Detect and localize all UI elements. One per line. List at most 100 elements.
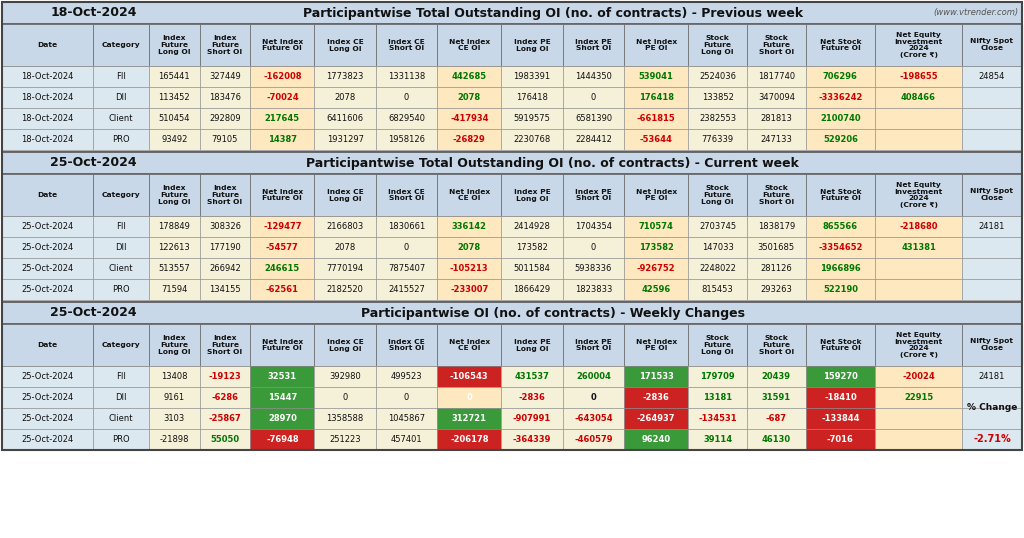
Text: 171533: 171533 [639,372,674,381]
Bar [148,24,200,66]
Text: 165441: 165441 [159,72,190,81]
Text: 15447: 15447 [267,393,297,402]
Text: 246615: 246615 [265,264,300,273]
Bar [502,366,563,387]
Bar [437,408,502,429]
Text: -106543: -106543 [450,372,488,381]
Bar [876,408,962,429]
Text: 2524036: 2524036 [699,72,736,81]
Bar [563,324,625,366]
Bar [962,387,1022,408]
Text: 176418: 176418 [516,93,548,102]
Text: 134155: 134155 [209,285,241,294]
Bar [250,366,314,387]
Bar [746,279,806,300]
Text: 529206: 529206 [823,135,858,144]
Text: Date: Date [37,42,57,48]
Text: 113452: 113452 [159,93,190,102]
Text: 25-Oct-2024: 25-Oct-2024 [22,435,74,444]
Bar [962,279,1022,300]
Bar [2,2,1022,24]
Text: Index
Future
Long OI: Index Future Long OI [158,185,190,205]
Text: 25-Oct-2024: 25-Oct-2024 [22,393,74,402]
Bar [688,108,746,129]
Bar [688,237,746,258]
Bar [2,237,93,258]
Text: 31591: 31591 [762,393,791,402]
Text: Net Index
PE OI: Net Index PE OI [636,188,677,202]
Text: -364339: -364339 [513,435,551,444]
Text: Client: Client [109,264,133,273]
Text: 18-Oct-2024: 18-Oct-2024 [22,72,74,81]
Text: 0: 0 [591,243,596,252]
Bar [250,279,314,300]
Text: 3470094: 3470094 [758,93,795,102]
Text: 24854: 24854 [979,72,1006,81]
Bar [2,387,93,408]
Text: Participantwise Total Outstanding OI (no. of contracts) - Previous week: Participantwise Total Outstanding OI (no… [303,6,803,19]
Bar [314,24,376,66]
Bar [746,108,806,129]
Bar [314,366,376,387]
Bar [93,429,148,450]
Bar [250,87,314,108]
Bar [625,87,688,108]
Bar [2,66,93,87]
Text: Index PE
Short OI: Index PE Short OI [575,39,611,52]
Bar [200,87,250,108]
Bar [148,216,200,237]
Bar [93,366,148,387]
Text: -76948: -76948 [266,435,299,444]
Text: 0: 0 [466,393,472,402]
Bar [688,387,746,408]
Bar [502,429,563,450]
Text: 1704354: 1704354 [574,222,612,231]
Text: FII: FII [116,372,126,381]
Text: Index CE
Short OI: Index CE Short OI [388,39,425,52]
Bar [502,129,563,150]
Bar [93,387,148,408]
Bar [93,237,148,258]
Text: 2703745: 2703745 [699,222,736,231]
Bar [2,2,1022,450]
Text: -264937: -264937 [637,414,676,423]
Bar [200,279,250,300]
Text: PRO: PRO [112,135,130,144]
Bar [876,258,962,279]
Bar [625,429,688,450]
Bar [2,174,1022,216]
Text: 217645: 217645 [265,114,300,123]
Text: -133844: -133844 [821,414,860,423]
Bar [314,324,376,366]
Bar [625,387,688,408]
Text: -25867: -25867 [209,414,242,423]
Text: Net Equity
Investment
2024
(Crore ₹): Net Equity Investment 2024 (Crore ₹) [894,181,943,209]
Bar [563,258,625,279]
Text: Stock
Future
Long OI: Stock Future Long OI [701,335,734,355]
Text: -661815: -661815 [637,114,676,123]
Bar [437,429,502,450]
Text: Nifty Spot
Close: Nifty Spot Close [971,188,1014,202]
Bar [200,237,250,258]
Bar [688,216,746,237]
Bar [148,408,200,429]
Text: DII: DII [115,243,127,252]
Text: 710574: 710574 [639,222,674,231]
Text: Stock
Future
Short OI: Stock Future Short OI [759,335,794,355]
Text: -70024: -70024 [266,93,299,102]
Bar [250,216,314,237]
Bar [746,129,806,150]
Text: 1958126: 1958126 [388,135,425,144]
Text: Date: Date [37,342,57,348]
Text: -105213: -105213 [450,264,488,273]
Text: Net Index
PE OI: Net Index PE OI [636,338,677,351]
Bar [200,174,250,216]
Bar [962,429,1022,450]
Bar [2,24,93,66]
Bar [376,324,437,366]
Text: Net Index
CE OI: Net Index CE OI [449,188,489,202]
Text: 2284412: 2284412 [575,135,612,144]
Bar [806,324,876,366]
Bar [625,129,688,150]
Text: 79105: 79105 [212,135,239,144]
